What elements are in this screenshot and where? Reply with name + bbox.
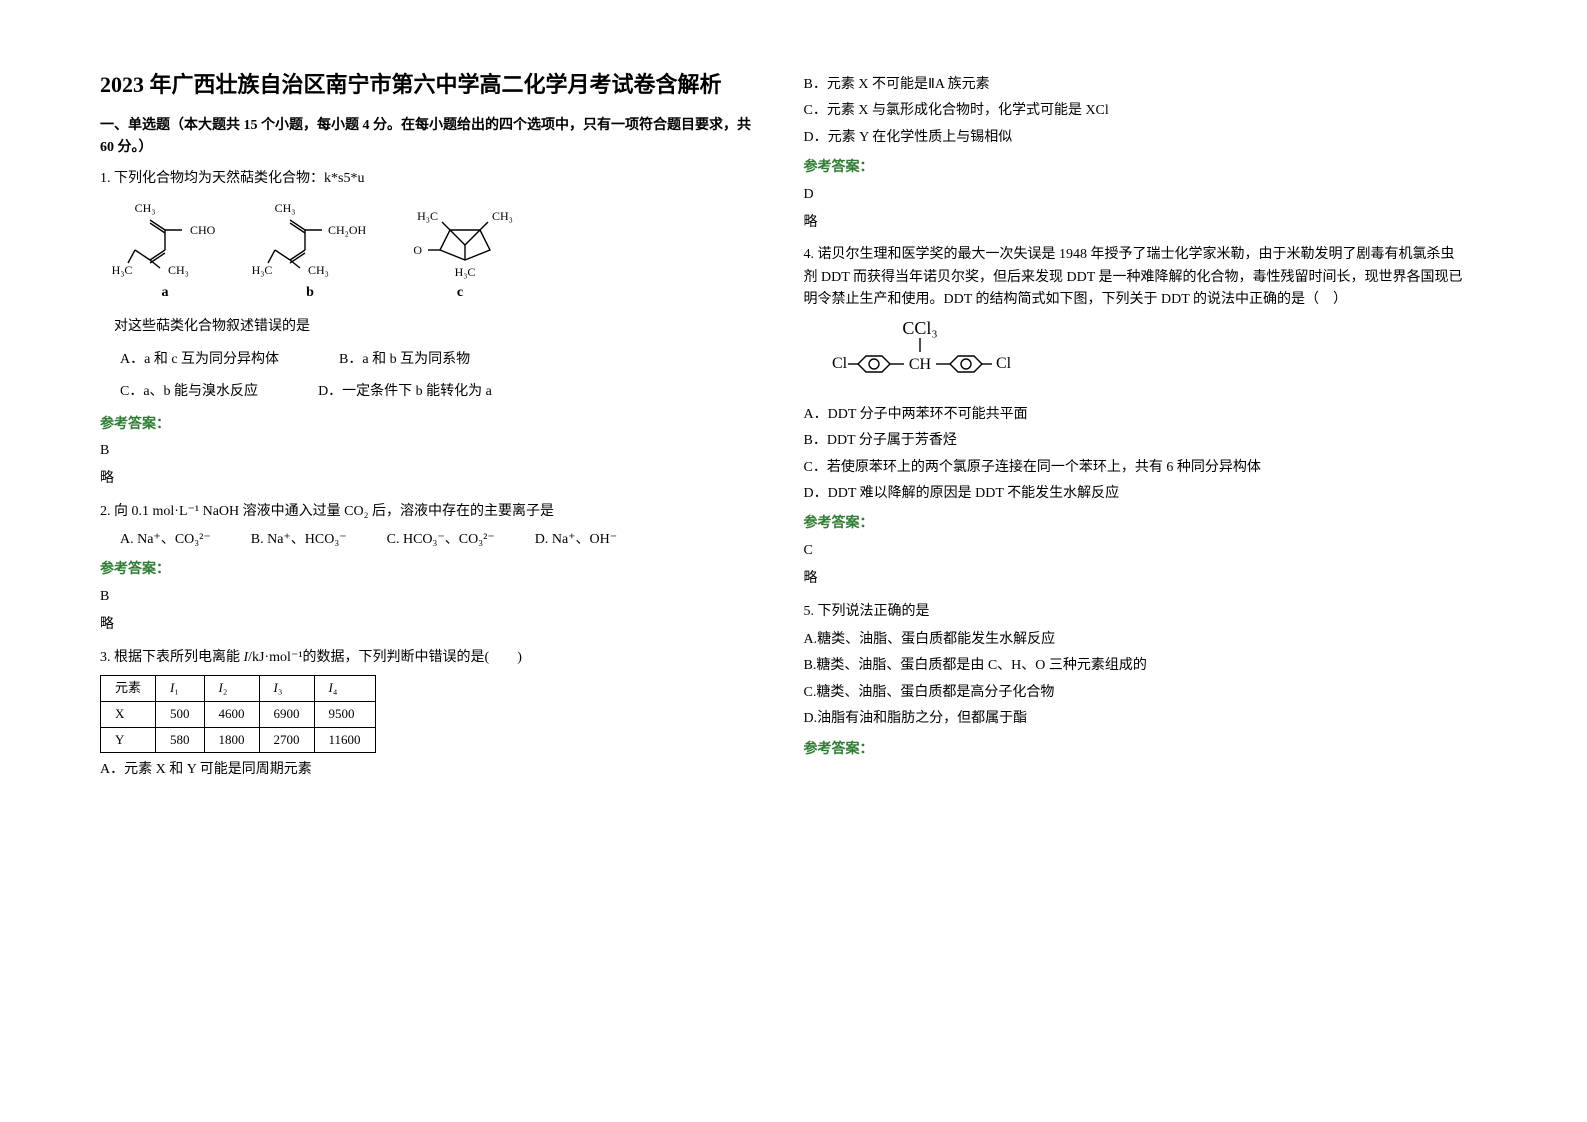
q1-optA: A．a 和 c 互为同分异构体 [120, 349, 279, 371]
cell-y-0: Y [101, 727, 156, 753]
q2-optA: A. Na⁺、CO₃²⁻ [120, 529, 211, 551]
q1-optD: D．一定条件下 b 能转化为 a [318, 381, 492, 403]
ddt-ch: CH [908, 356, 931, 373]
benzene-right-icon [950, 356, 982, 372]
cell-x-2: 4600 [204, 701, 259, 727]
exam-title: 2023 年广西壮族自治区南宁市第六中学高二化学月考试卷含解析 [100, 70, 764, 101]
q3-stem-prefix: 3. 根据下表所列电离能 [100, 650, 244, 665]
q1-struct-a-label: a [110, 282, 220, 304]
q1-answer: B [100, 440, 764, 462]
label-h3c: H₃C [252, 263, 273, 277]
q1-stem: 1. 下列化合物均为天然萜类化合物：k*s5*u [100, 168, 764, 190]
q4-optD: D．DDT 难以降解的原因是 DDT 不能发生水解反应 [804, 483, 1468, 505]
question-5: 5. 下列说法正确的是 A.糖类、油脂、蛋白质都能发生水解反应 B.糖类、油脂、… [804, 601, 1468, 761]
q2-answer-label: 参考答案： [100, 559, 764, 581]
q3-answer: D [804, 184, 1468, 206]
th-elem: 元素 [101, 676, 156, 702]
ddt-cl-left: Cl [832, 355, 848, 372]
q4-stem: 4. 诺贝尔生理和医学奖的最大一次失误是 1948 年授予了瑞士化学家米勒，由于… [804, 244, 1468, 311]
q3-optD: D．元素 Y 在化学性质上与锡相似 [804, 127, 1468, 149]
question-1: 1. 下列化合物均为天然萜类化合物：k*s5*u CH₃ CHO H₃C [100, 168, 764, 491]
q2-stem: 2. 向 0.1 mol·L⁻¹ NaOH 溶液中通入过量 CO₂ 后，溶液中存… [100, 501, 764, 523]
q5-optB: B.糖类、油脂、蛋白质都是由 C、H、O 三种元素组成的 [804, 655, 1468, 677]
cell-y-1: 580 [156, 727, 205, 753]
q5-optC: C.糖类、油脂、蛋白质都是高分子化合物 [804, 682, 1468, 704]
q1-answer-label: 参考答案： [100, 414, 764, 436]
q1-struct-c: H₃C CH₃ O H₃C c [400, 200, 520, 304]
q4-ddt-structure: CCl₃ Cl CH Cl [820, 318, 1468, 396]
cell-x-4: 9500 [314, 701, 375, 727]
question-2: 2. 向 0.1 mol·L⁻¹ NaOH 溶液中通入过量 CO₂ 后，溶液中存… [100, 501, 764, 637]
q4-answer-note: 略 [804, 568, 1468, 590]
q3-table: 元素 I₁ I₂ I₃ I₄ X 500 4600 6900 9500 Y 58… [100, 675, 376, 753]
question-4: 4. 诺贝尔生理和医学奖的最大一次失误是 1948 年授予了瑞士化学家米勒，由于… [804, 244, 1468, 590]
label-ch3: CH₃ [275, 201, 296, 215]
cell-y-3: 2700 [259, 727, 314, 753]
q5-stem: 5. 下列说法正确的是 [804, 601, 1468, 623]
q4-optA: A．DDT 分子中两苯环不可能共平面 [804, 404, 1468, 426]
q3-optB: B．元素 X 不可能是ⅡA 族元素 [804, 74, 1468, 96]
ddt-cl-right: Cl [996, 355, 1012, 372]
q1-optC: C．a、b 能与溴水反应 [120, 381, 258, 403]
q3-answer-note: 略 [804, 212, 1468, 234]
cell-x-1: 500 [156, 701, 205, 727]
q5-optA: A.糖类、油脂、蛋白质都能发生水解反应 [804, 629, 1468, 651]
section-header: 一、单选题（本大题共 15 个小题，每小题 4 分。在每小题给出的四个选项中，只… [100, 115, 764, 160]
q5-answer-label: 参考答案： [804, 739, 1468, 761]
label-ch2oh: CH₂OH [328, 223, 367, 237]
label-h3c: H₃C [112, 263, 133, 277]
label-ch3: CH₃ [135, 201, 156, 215]
label-h3c: H₃C [417, 209, 438, 223]
label-h3c-b: H₃C [455, 265, 476, 279]
q3-answer-label: 参考答案： [804, 157, 1468, 179]
q2-answer-note: 略 [100, 614, 764, 636]
q4-answer: C [804, 540, 1468, 562]
q3-optA: A．元素 X 和 Y 可能是同周期元素 [100, 759, 764, 781]
ddt-ccl3: CCl₃ [902, 318, 937, 338]
q3-stem: 3. 根据下表所列电离能 I/kJ·mol⁻¹的数据，下列判断中错误的是( ) [100, 647, 764, 669]
th-i4: I₄ [314, 676, 375, 702]
th-i1: I₁ [156, 676, 205, 702]
cell-y-2: 1800 [204, 727, 259, 753]
q5-optD: D.油脂有油和脂肪之分，但都属于酯 [804, 708, 1468, 730]
q3-optC: C．元素 X 与氯形成化合物时，化学式可能是 XCl [804, 100, 1468, 122]
label-cho: CHO [190, 223, 216, 237]
q1-optB: B．a 和 b 互为同系物 [339, 349, 470, 371]
q4-optC: C．若使原苯环上的两个氯原子连接在同一个苯环上，共有 6 种同分异构体 [804, 457, 1468, 479]
q1-struct-b: CH₃ CH₂OH H₃C CH₃ b [250, 200, 370, 304]
th-i3: I₃ [259, 676, 314, 702]
q4-answer-label: 参考答案： [804, 513, 1468, 535]
label-ch3-b: CH₃ [308, 263, 329, 277]
label-ch3: CH₃ [492, 209, 513, 223]
left-column: 2023 年广西壮族自治区南宁市第六中学高二化学月考试卷含解析 一、单选题（本大… [100, 70, 804, 1092]
benzene-left-icon [858, 356, 890, 372]
right-column: B．元素 X 不可能是ⅡA 族元素 C．元素 X 与氯形成化合物时，化学式可能是… [804, 70, 1508, 1092]
q1-struct-a: CH₃ CHO H₃C CH₃ a [110, 200, 220, 304]
cell-x-0: X [101, 701, 156, 727]
q2-optC: C. HCO₃⁻、CO₃²⁻ [387, 529, 495, 551]
q3-stem-suffix: /kJ·mol⁻¹的数据，下列判断中错误的是( ) [248, 650, 522, 665]
question-3: 3. 根据下表所列电离能 I/kJ·mol⁻¹的数据，下列判断中错误的是( ) … [100, 647, 764, 782]
q1-sub: 对这些萜类化合物叙述错误的是 [100, 316, 764, 338]
q2-answer: B [100, 586, 764, 608]
q1-struct-c-label: c [400, 282, 520, 304]
q2-optB: B. Na⁺、HCO₃⁻ [251, 529, 347, 551]
q2-optD: D. Na⁺、OH⁻ [535, 529, 617, 551]
q4-optB: B．DDT 分子属于芳香烃 [804, 430, 1468, 452]
th-i2: I₂ [204, 676, 259, 702]
q1-struct-b-label: b [250, 282, 370, 304]
label-ch3-b: CH₃ [168, 263, 189, 277]
cell-x-3: 6900 [259, 701, 314, 727]
cell-y-4: 11600 [314, 727, 375, 753]
label-o: O [413, 243, 422, 257]
q1-answer-note: 略 [100, 468, 764, 490]
q1-structures: CH₃ CHO H₃C CH₃ a [100, 200, 764, 304]
